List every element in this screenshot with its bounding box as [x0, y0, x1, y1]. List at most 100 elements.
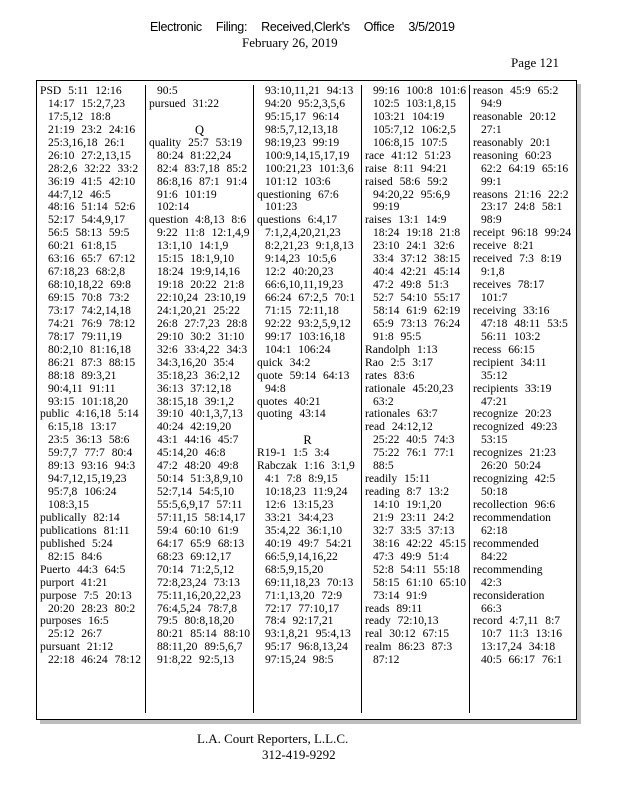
index-entry-continuation: 47:2 49:8 51:3 [373, 278, 449, 292]
index-entry-continuation: 101:23 [265, 200, 298, 214]
index-entry-continuation: 26:8 27:7,23 28:8 [157, 316, 248, 330]
index-entry-continuation: 106:8,15 107:5 [373, 135, 448, 149]
index-entry: questions 6:4,17 [257, 213, 338, 227]
index-entry-continuation: 21:9 23:11 24:2 [373, 510, 454, 524]
index-entry-continuation: 95:7,8 106:24 [48, 485, 117, 499]
index-entry-continuation: 50:14 51:3,8,9,10 [157, 472, 243, 486]
index-entry: receive 8:21 [473, 239, 534, 253]
index-entry-continuation: 93:1,8,21 95:4,13 [265, 627, 351, 641]
filing-word-4: Office [363, 20, 395, 34]
index-entry: recognizes 21:23 [473, 446, 556, 460]
index-entry-continuation: 12:6 13:15,23 [265, 498, 334, 511]
index-entry: recognize 20:23 [473, 407, 552, 421]
index-entry-continuation: 26:20 50:24 [481, 459, 541, 473]
index-entry-continuation: 40:19 49:7 54:21 [265, 536, 353, 550]
index-entry-continuation: 69:11,18,23 70:13 [265, 575, 354, 589]
index-entry: receipt 96:18 99:24 [473, 226, 572, 240]
index-entry: readily 15:11 [365, 472, 431, 486]
index-entry-continuation: 33:21 34:4,23 [265, 510, 334, 524]
index-entry-continuation: 22:18 46:24 78:12 [48, 653, 142, 667]
index-entry-continuation: 80:24 81:22,24 [157, 148, 232, 162]
index-entry: Rao 2:5 3:17 [365, 355, 433, 369]
page-number: Page 121 [511, 55, 560, 70]
index-entry-continuation: 34:3,16,20 35:4 [157, 355, 235, 369]
index-entry: reasons 21:16 22:2 [473, 187, 569, 201]
index-entry: Randolph 1:13 [365, 342, 438, 356]
index-entry: recommending [473, 562, 543, 576]
index-entry: rationales 63:7 [365, 407, 438, 421]
index-entry-continuation: 78:17 79:11,19 [48, 329, 122, 343]
index-entry-continuation: 104:1 106:24 [265, 342, 331, 356]
index-entry-continuation: 52:7 54:10 55:17 [373, 291, 461, 304]
index-entry-continuation: 102:5 103:1,8,15 [373, 96, 456, 110]
blank-line [146, 111, 253, 124]
index-entry-continuation: 100:21,23 101:3,6 [265, 161, 354, 175]
index-entry-continuation: 91:6 101:19 [157, 187, 217, 201]
index-entry: publically 82:14 [40, 510, 120, 524]
index-entry-continuation: 99:1 [481, 174, 502, 188]
index-entry-continuation: 98:5,7,12,13,18 [265, 122, 338, 136]
index-entry: published 5:24 [40, 536, 113, 550]
index-entry-continuation: 63:16 65:7 67:12 [48, 252, 136, 266]
index-entry-continuation: 99:19 [373, 200, 400, 214]
index-entry-continuation: 39:10 40:1,3,7,13 [157, 407, 243, 421]
index-entry-continuation: 88:5 [373, 459, 394, 473]
index-entry-continuation: 52:17 54:4,9,17 [48, 213, 126, 227]
index-entry: reasonable 20:12 [473, 109, 556, 123]
index-entry-continuation: 57:11,15 58:14,17 [157, 510, 246, 524]
index-entry-continuation: 84:22 [481, 549, 508, 563]
index-entry-continuation: 25:12 26:7 [48, 627, 102, 641]
index-entry-continuation: 94:9 [481, 96, 502, 110]
index-entry: PSD 5:11 12:16 [40, 84, 122, 97]
index-entry-continuation: 4:1 7:8 8:9,15 [265, 472, 338, 486]
footer-company: L.A. Court Reporters, L.L.C. [197, 731, 349, 746]
index-entry: reasoning 60:23 [473, 148, 552, 162]
index-entry: public 4:16,18 5:14 [40, 407, 139, 421]
index-entry: recognized 49:23 [473, 420, 558, 434]
index-entry: quality 25:7 53:19 [149, 135, 243, 149]
index-entry-continuation: 71:1,13,20 72:9 [265, 588, 343, 602]
index-entry-continuation: 90:5 [157, 84, 178, 97]
index-entry-continuation: 7:1,2,4,20,21,23 [265, 226, 341, 240]
index-entry-continuation: 35:4,22 36:1,10 [265, 523, 343, 537]
index-entry-continuation: 58:15 61:10 65:10 [373, 575, 467, 589]
index-entry: recommendation [473, 510, 551, 524]
index-entry: rationale 45:20,23 [365, 381, 454, 395]
index-entry-continuation: 98:19,23 99:19 [265, 135, 340, 149]
index-entry-continuation: 70:14 71:2,5,12 [157, 562, 235, 576]
index-entry: purposes 16:5 [40, 614, 109, 628]
index-entry-continuation: 72:17 77:10,17 [265, 601, 340, 615]
index-entry: recipients 33:19 [473, 381, 552, 395]
index-entry-continuation: 9:1,8 [481, 265, 505, 279]
index-column-1: PSD 5:11 12:16 14:17 15:2,7,23 17:5,12 18:… [37, 84, 146, 713]
index-entry-continuation: 55:5,6,9,17 57:11 [157, 498, 243, 511]
index-entry-continuation: 94:20,22 95:6,9 [373, 187, 451, 201]
index-entry-continuation: 101:7 [481, 291, 508, 304]
index-entry: publications 81:11 [40, 523, 130, 537]
index-entry-continuation: 14:10 19:1,20 [373, 498, 442, 511]
index-entry: pursued 31:22 [149, 96, 220, 110]
index-entry: realm 86:23 87:3 [365, 640, 453, 654]
index-entry: recess 66:15 [473, 342, 535, 356]
index-entry-continuation: 43:1 44:16 45:7 [157, 433, 239, 447]
index-entry-continuation: 60:21 61:8,15 [48, 239, 117, 253]
index-entry-continuation: 15:15 18:1,9,10 [157, 252, 235, 266]
index-entry: recognizing 42:5 [473, 472, 556, 486]
index-entry-continuation: 9:14,23 10:5,6 [265, 252, 337, 266]
index-entry-continuation: 36:19 41:5 42:10 [48, 174, 136, 188]
index-entry-continuation: 18:24 19:18 21:8 [373, 226, 461, 240]
index-entry-continuation: 62:18 [481, 523, 508, 537]
index-entry-continuation: 73:17 74:2,14,18 [48, 303, 131, 317]
index-entry-continuation: 13:17,24 34:18 [481, 640, 556, 654]
filing-word-1: Electronic [150, 20, 202, 34]
index-entry-continuation: 93:15 101:18,20 [48, 394, 129, 408]
index-entry-continuation: 47:2 48:20 49:8 [157, 459, 239, 473]
index-entry-continuation: 66:6,10,11,19,23 [265, 278, 344, 292]
index-column-3: 93:10,11,21 94:13 94:20 95:2,3,5,6 95:15,1… [254, 84, 362, 713]
index-entry-continuation: 25:22 40:5 74:3 [373, 433, 455, 447]
index-entry-continuation: 40:24 42:19,20 [157, 420, 232, 434]
index-entry: received 7:3 8:19 [473, 252, 562, 266]
index-entry-continuation: 9:22 11:8 12:1,4,9 [157, 226, 250, 240]
index-entry: purport 41:21 [40, 575, 108, 589]
index-entry: reading 8:7 13:2 [365, 485, 449, 499]
